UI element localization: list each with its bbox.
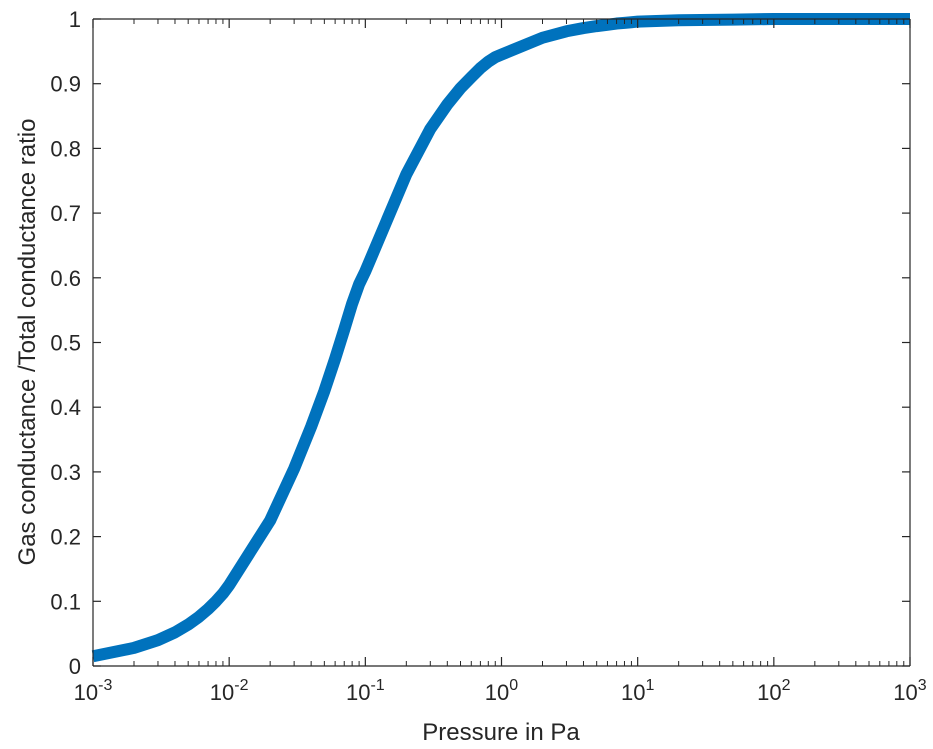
x-tick-exponent: 3	[918, 677, 927, 694]
y-tick-label: 0.8	[50, 136, 81, 161]
x-tick-base: 10	[621, 680, 645, 705]
x-tick-label: 10-2	[210, 677, 249, 705]
ticks-layer	[92, 18, 911, 667]
y-tick-label: 1	[69, 7, 81, 32]
y-tick-label: 0	[69, 654, 81, 679]
y-tick-label: 0.2	[50, 525, 81, 550]
x-tick-label: 10-1	[346, 677, 385, 705]
y-tick-label: 0.4	[50, 395, 81, 420]
x-tick-base: 10	[757, 680, 781, 705]
x-tick-exponent: 2	[782, 677, 791, 694]
x-axis-label: Pressure in Pa	[422, 719, 580, 746]
x-tick-base: 10	[485, 680, 509, 705]
y-tick-label: 0.5	[50, 331, 81, 356]
y-tick-label: 0.6	[50, 266, 81, 291]
x-tick-base: 10	[210, 680, 234, 705]
x-tick-label: 10-3	[74, 677, 113, 705]
x-tick-label: 103	[893, 677, 926, 705]
x-tick-base: 10	[74, 680, 98, 705]
series-line-0	[91, 13, 910, 663]
x-tick-exponent: 0	[509, 677, 518, 694]
y-tick-label: 0.7	[50, 201, 81, 226]
y-tick-label: 0.9	[50, 72, 81, 97]
x-tick-label: 100	[485, 677, 518, 705]
y-axis-label: Gas conductance /Total conductance ratio	[14, 119, 41, 566]
x-tick-exponent: -1	[370, 677, 384, 694]
series-layer	[91, 13, 910, 663]
x-tick-exponent: -3	[98, 677, 112, 694]
x-tick-base: 10	[346, 680, 370, 705]
plot-area	[93, 19, 910, 666]
axes-background	[93, 19, 910, 666]
y-tick-label: 0.3	[50, 460, 81, 485]
x-tick-exponent: 1	[645, 677, 654, 694]
x-tick-base: 10	[893, 680, 917, 705]
x-tick-label: 101	[621, 677, 654, 705]
y-tick-label: 0.1	[50, 589, 81, 614]
x-tick-exponent: -2	[234, 677, 248, 694]
x-tick-label: 102	[757, 677, 790, 705]
